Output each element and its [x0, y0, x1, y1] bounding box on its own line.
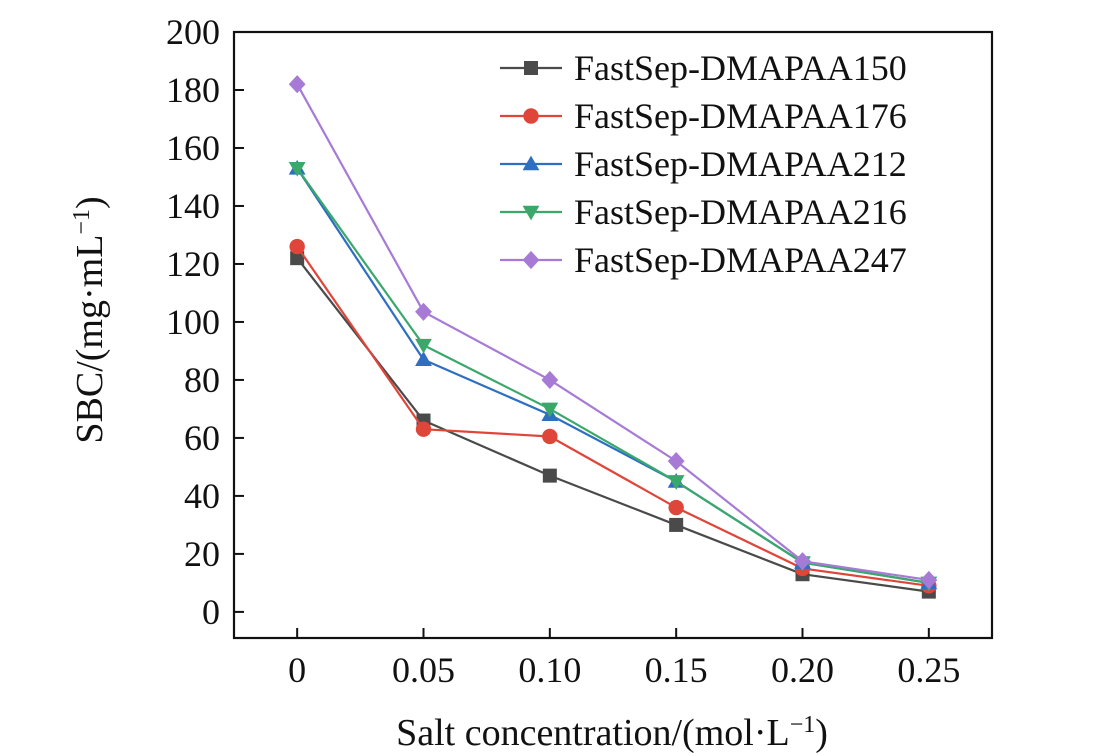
legend-marker: [522, 250, 540, 270]
x-tick-label: 0.10: [518, 650, 581, 690]
data-point: [288, 161, 306, 177]
data-point: [542, 468, 557, 483]
data-point: [667, 452, 685, 471]
x-tick-label: 0.20: [771, 650, 834, 690]
plot-area-border: [232, 30, 994, 640]
y-tick-label: 40: [184, 476, 220, 516]
y-tick-label: 0: [202, 592, 220, 632]
x-axis: 0 0.05 0.10 0.15 0.20 0.25: [288, 628, 960, 690]
data-point: [794, 552, 811, 571]
legend-label: FastSep-DMAPAA150: [574, 48, 907, 88]
data-point: [290, 251, 305, 266]
x-axis-label: Salt concentration/(mol·L−1): [396, 712, 828, 754]
y-tick-label: 180: [166, 70, 220, 110]
data-point: [667, 475, 685, 490]
y-tick-label: 200: [166, 12, 220, 52]
data-point: [415, 302, 432, 321]
legend-marker: [522, 205, 540, 221]
legend-label: FastSep-DMAPAA247: [574, 240, 907, 280]
data-point: [289, 238, 305, 255]
y-tick-label: 60: [184, 418, 220, 458]
legend-label: FastSep-DMAPAA212: [574, 144, 907, 184]
legend-label: FastSep-DMAPAA216: [574, 192, 907, 232]
legend-item: FastSep-DMAPAA212: [500, 144, 907, 184]
y-axis-label: SBC/(mg·mL−1): [69, 196, 111, 443]
plot-frame: [232, 30, 994, 640]
y-tick-label: 20: [184, 534, 220, 574]
series-layer: [288, 75, 938, 599]
data-point: [415, 338, 432, 354]
x-tick-label: 0.15: [645, 650, 708, 690]
y-tick-label: 140: [166, 186, 220, 226]
legend-item: FastSep-DMAPAA176: [500, 96, 907, 136]
series-line: [296, 245, 929, 587]
legend-label: FastSep-DMAPAA176: [574, 96, 907, 136]
series-line: [296, 167, 930, 584]
x-tick-label: 0: [288, 650, 306, 690]
y-tick-label: 100: [166, 302, 220, 342]
data-point: [668, 499, 684, 516]
x-tick-label: 0.05: [392, 650, 455, 690]
y-axis: 0 20 40 60 80 100 120 140 160 180 200: [166, 12, 244, 632]
data-point: [920, 570, 938, 590]
series-5: [288, 75, 938, 590]
legend-marker: [524, 61, 538, 75]
data-point: [415, 351, 432, 366]
y-tick-label: 160: [166, 128, 220, 168]
legend-item: FastSep-DMAPAA216: [500, 192, 907, 232]
legend-item: FastSep-DMAPAA247: [500, 240, 907, 280]
data-point: [288, 75, 306, 94]
data-point: [415, 421, 432, 437]
data-point: [542, 428, 558, 445]
data-point: [541, 370, 559, 390]
legend-item: FastSep-DMAPAA150: [500, 48, 907, 88]
legend: FastSep-DMAPAA150 FastSep-DMAPAA176 FastSe…: [500, 48, 907, 280]
x-tick-label: 0.25: [897, 650, 960, 690]
y-tick-label: 120: [166, 244, 220, 284]
data-point: [669, 517, 684, 532]
legend-marker: [522, 155, 540, 171]
legend-marker: [523, 108, 539, 124]
series-line: [296, 83, 929, 582]
data-point: [541, 402, 559, 418]
y-tick-label: 80: [184, 360, 220, 400]
series-line: [296, 257, 929, 593]
